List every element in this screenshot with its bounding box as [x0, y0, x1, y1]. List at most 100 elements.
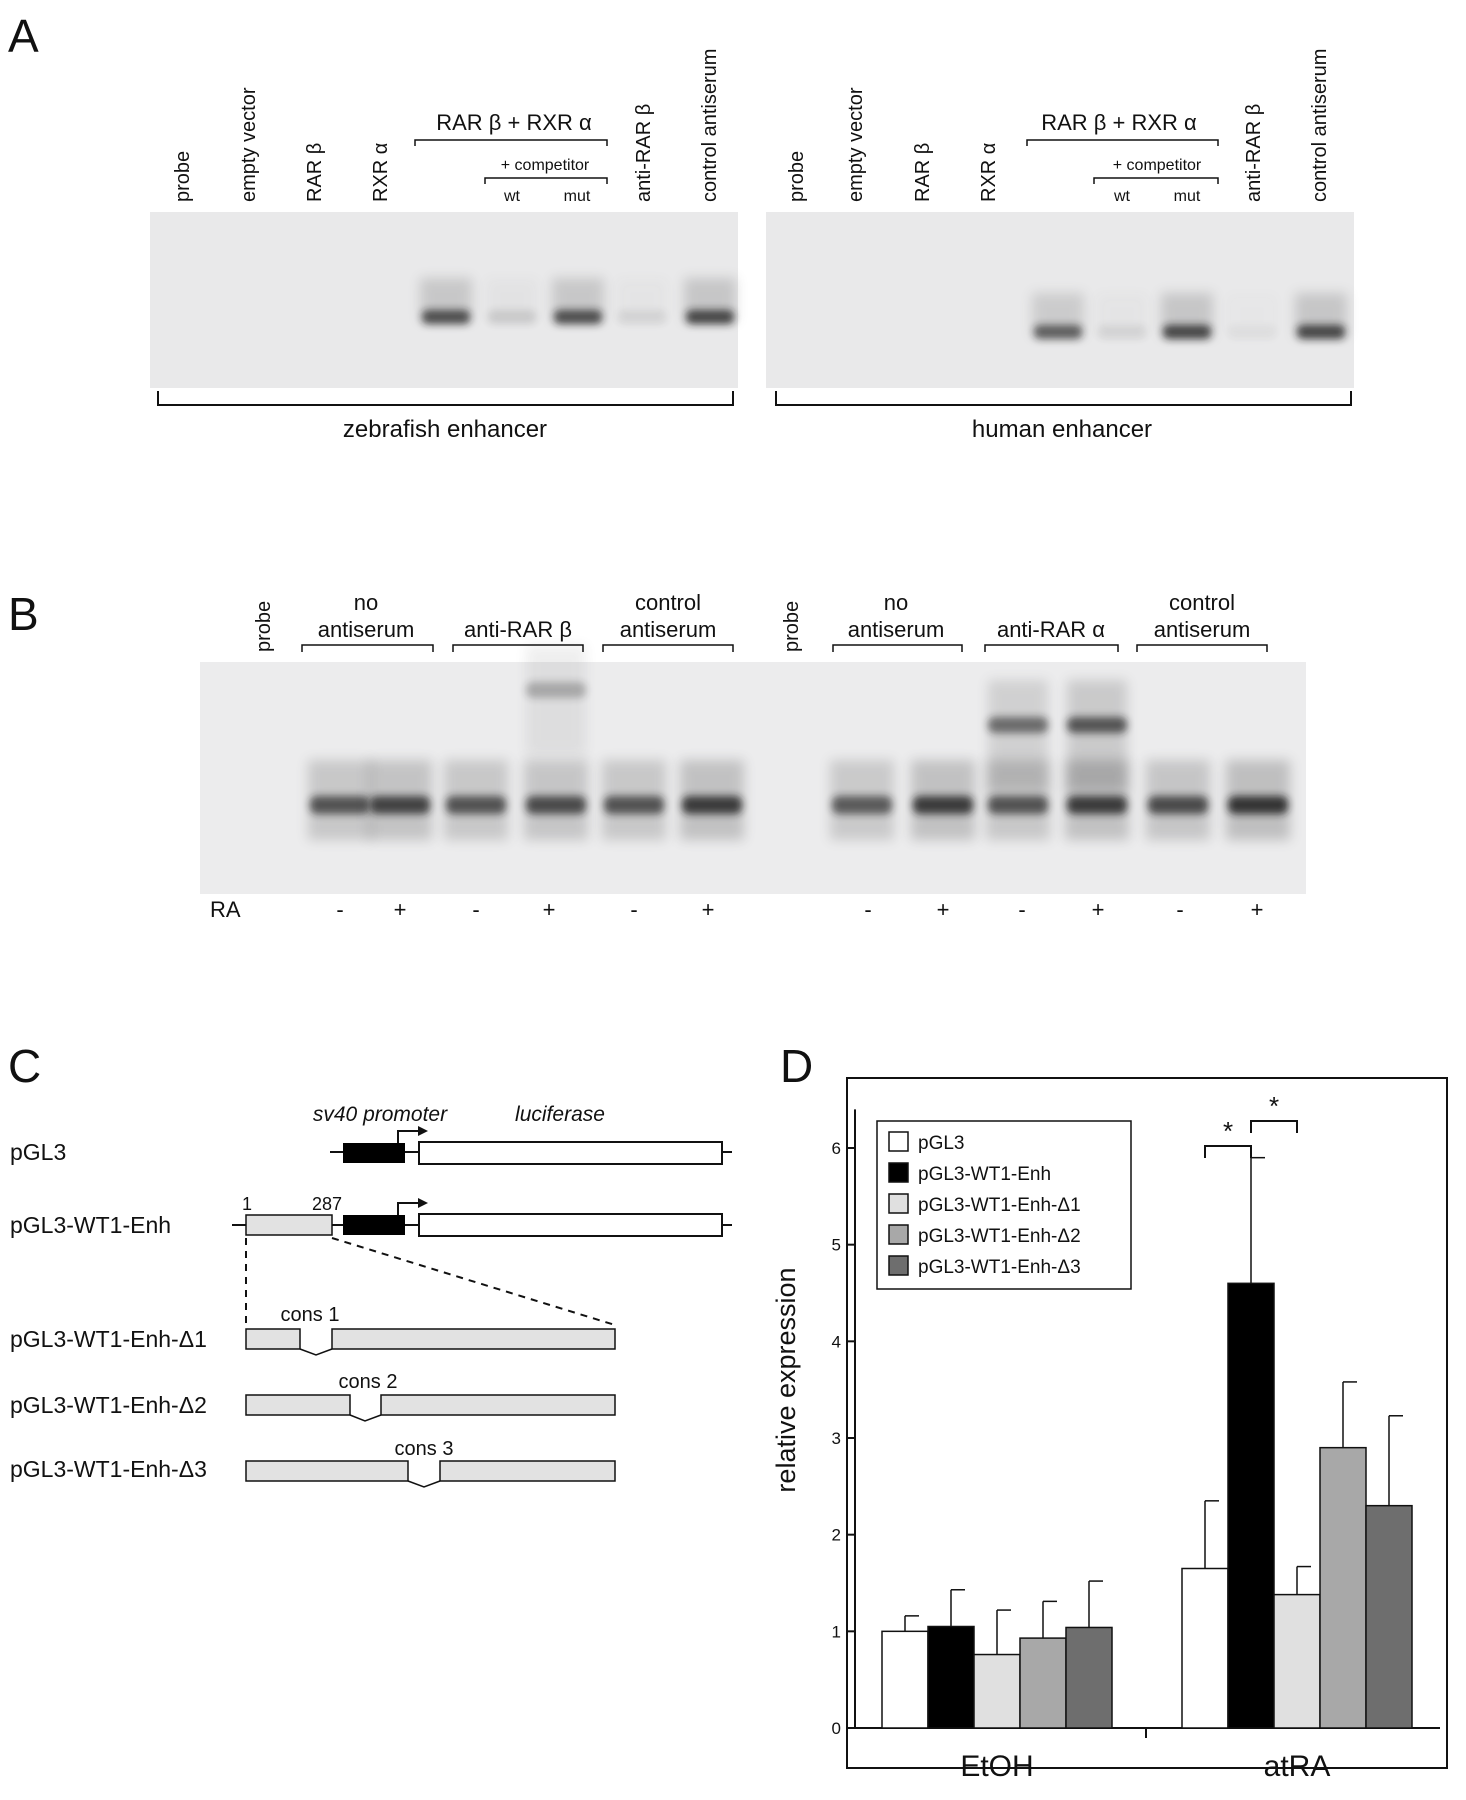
construct-delta2	[245, 1394, 616, 1422]
lane-label-anti-rar-beta: anti-RAR β	[1243, 104, 1265, 202]
luciferase-box	[418, 1141, 723, 1165]
ra-signs: - + - + - + - + - + - +	[336, 897, 1263, 922]
gel-b-bands	[308, 645, 1290, 840]
panel-c-letter: C	[8, 1040, 41, 1092]
group-no-antiserum-left-line2: antiserum	[318, 617, 415, 642]
group-label-rar-rxr: RAR β + RXR α	[1041, 110, 1197, 135]
ra-sign: +	[1092, 897, 1105, 922]
ra-sign: -	[336, 897, 343, 922]
lane-label-rxr-alpha: RXR α	[978, 143, 1000, 202]
lane-label-probe: probe	[786, 151, 808, 202]
promoter-arrow-icon	[397, 1130, 420, 1143]
gel-band-smear	[526, 645, 586, 755]
legend-swatch	[888, 1224, 909, 1245]
bracket-anti-rar-beta	[452, 644, 584, 652]
lane-label-anti-rar-beta: anti-RAR β	[633, 104, 655, 202]
ra-sign: +	[702, 897, 715, 922]
construct-label-pgl3-wt1-enh: pGL3-WT1-Enh	[10, 1212, 171, 1238]
legend-box	[876, 1120, 1132, 1290]
ra-sign: -	[630, 897, 637, 922]
cons1-label: cons 1	[281, 1304, 340, 1326]
bracket-zebrafish	[157, 391, 734, 406]
y-tick-label: 4	[832, 1332, 841, 1351]
bracket-control-right	[1136, 644, 1268, 652]
panel-b-letter: B	[8, 588, 39, 640]
gel-supershift-band	[526, 682, 586, 698]
gel-zebrafish-bands	[420, 278, 736, 324]
ra-label: RA	[210, 897, 241, 922]
y-tick-label: 2	[832, 1526, 841, 1545]
legend-swatch	[888, 1131, 909, 1152]
sv40-promoter-box	[343, 1143, 405, 1163]
gel-band	[1098, 325, 1146, 339]
lane-label-empty-vector: empty vector	[845, 87, 867, 202]
sv40-promoter-box	[343, 1215, 405, 1235]
competitor-bracket	[1093, 177, 1219, 184]
competitor-wt: wt	[503, 188, 521, 205]
construct-pgl3	[330, 1126, 732, 1165]
bar-chart: 0 1 2 3 4 5 6 EtOH atRA * *	[832, 1091, 1440, 1783]
group-anti-rar-alpha-line1: anti-RAR α	[997, 617, 1105, 642]
luciferase-box	[418, 1213, 723, 1237]
chart-legend: pGL3 pGL3-WT1-Enh pGL3-WT1-Enh-Δ1 pGL3-WT1-…	[876, 1120, 1132, 1290]
group-control-right-line1: control	[1169, 590, 1235, 615]
lane-label-control-antiserum: control antiserum	[1309, 49, 1331, 202]
gel-band-smear	[1067, 680, 1127, 790]
legend-label: pGL3-WT1-Enh	[918, 1164, 1051, 1185]
legend-swatch	[888, 1193, 909, 1214]
construct-label-delta3: pGL3-WT1-Enh-Δ3	[10, 1456, 207, 1482]
gel-band	[446, 796, 506, 814]
bar	[881, 1630, 929, 1729]
ra-sign: -	[864, 897, 871, 922]
competitor-bracket	[484, 177, 608, 184]
enh-end-label: 287	[312, 1194, 342, 1214]
gel-band-smear	[988, 680, 1048, 790]
gel-band	[1034, 325, 1082, 339]
panel-a-letter: A	[8, 10, 39, 62]
lane-label-empty-vector: empty vector	[238, 87, 260, 202]
bar	[1227, 1282, 1275, 1729]
panel-b-brackets	[301, 644, 1268, 652]
construct-delta1	[245, 1328, 616, 1356]
group-bracket	[1026, 139, 1219, 146]
caption-human-enhancer: human enhancer	[972, 416, 1152, 443]
gel-band	[618, 310, 666, 324]
competitor-label: + competitor	[501, 157, 590, 174]
bracket-no-antiserum-left	[301, 644, 434, 652]
sv40-promoter-label: sv40 promoter	[313, 1103, 448, 1126]
construct-label-pgl3: pGL3	[10, 1139, 66, 1165]
group-control-left-line1: control	[635, 590, 701, 615]
ra-sign: +	[1251, 897, 1264, 922]
gel-band	[832, 796, 892, 814]
bar	[1319, 1446, 1367, 1729]
gel-band	[1067, 796, 1127, 814]
legend-label: pGL3-WT1-Enh-Δ2	[918, 1226, 1081, 1247]
gel-zebrafish-lane-labels: probe empty vector RAR β RXR α anti-RAR …	[172, 49, 721, 202]
ra-sign: -	[1018, 897, 1025, 922]
enhancer-box	[245, 1214, 333, 1236]
legend-label: pGL3	[918, 1133, 964, 1154]
lane-label-rar-beta: RAR β	[912, 143, 934, 202]
construct-label-delta1: pGL3-WT1-Enh-Δ1	[10, 1326, 207, 1352]
bar	[927, 1625, 975, 1729]
bracket-control-left	[602, 644, 734, 652]
gel-band	[1163, 325, 1211, 339]
group-control-right-line2: antiserum	[1154, 617, 1251, 642]
competitor-wt: wt	[1113, 188, 1131, 205]
legend-label: pGL3-WT1-Enh-Δ1	[918, 1195, 1081, 1216]
enh-start-label: 1	[242, 1194, 252, 1214]
significance-mark: *	[1269, 1091, 1279, 1121]
gel-band	[604, 796, 664, 814]
gel-band	[526, 796, 586, 814]
deletion-cons3-icon	[407, 1480, 441, 1488]
lane-label-control-antiserum: control antiserum	[699, 49, 721, 202]
gel-band	[913, 796, 973, 814]
caption-zebrafish-enhancer: zebrafish enhancer	[343, 416, 547, 443]
significance-bracket	[1204, 1145, 1252, 1158]
panel-b-group-labels: no antiserum anti-RAR β control antiseru…	[318, 590, 1251, 642]
bracket-no-antiserum-right	[832, 644, 963, 652]
gel-human-lane-labels: probe empty vector RAR β RXR α anti-RAR …	[786, 49, 1331, 202]
y-tick-label: 3	[832, 1429, 841, 1448]
gel-supershift-band	[1067, 717, 1127, 733]
